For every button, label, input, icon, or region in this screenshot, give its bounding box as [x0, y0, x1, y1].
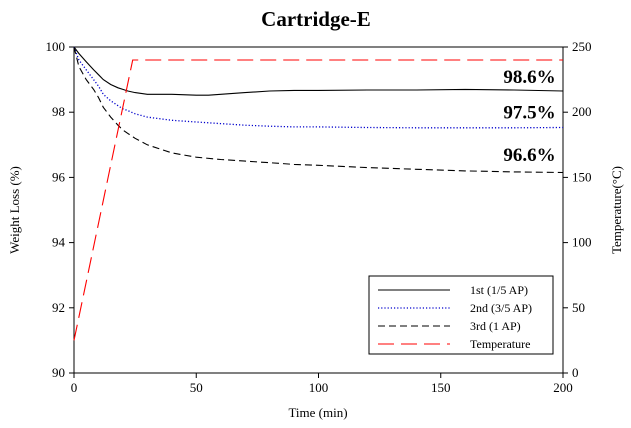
legend-label: Temperature: [470, 337, 530, 351]
x-tick-label: 50: [190, 380, 203, 395]
y2-tick-label: 150: [572, 169, 592, 184]
series-line-3: [73, 46, 564, 174]
legend-label: 1st (1/5 AP): [470, 283, 528, 297]
y2-tick-label: 200: [572, 104, 592, 119]
series-line-2: [73, 46, 564, 129]
y2-tick-label: 250: [572, 39, 592, 54]
series-line-1: [73, 46, 564, 96]
chart-title: Cartridge-E: [261, 7, 371, 31]
x-tick-label: 0: [71, 380, 78, 395]
annotation-label: 96.6%: [503, 145, 555, 166]
y2-tick-label: 100: [572, 235, 592, 250]
series-group: [73, 46, 564, 341]
x-tick-label: 100: [309, 380, 329, 395]
y-tick-label: 98: [52, 104, 65, 119]
x-tick-label: 150: [431, 380, 451, 395]
y2-axis-label: Temperature(°C): [609, 166, 624, 254]
y-axis-label: Weight Loss (%): [7, 166, 22, 254]
y-tick-label: 94: [52, 235, 66, 250]
legend-label: 3rd (1 AP): [470, 319, 521, 333]
annotation-label: 98.6%: [503, 67, 555, 88]
annotation-label: 97.5%: [503, 103, 555, 124]
annotations: 98.6% 97.5% 96.6%: [503, 67, 555, 166]
y-tick-label: 92: [52, 300, 65, 315]
y-tick-label: 90: [52, 365, 65, 380]
series-line-4: [73, 59, 563, 341]
legend: 1st (1/5 AP) 2nd (3/5 AP) 3rd (1 AP) Temper…: [368, 275, 554, 355]
legend-label: 2nd (3/5 AP): [470, 301, 532, 315]
x-axis-label: Time (min): [288, 405, 347, 420]
y-tick-label: 96: [52, 169, 66, 184]
y-tick-label: 100: [46, 39, 66, 54]
x-tick-label: 200: [553, 380, 573, 395]
ticks: 0 50 100 150 200 90 92 94 96 98 100 0 50 100 150 200 250: [46, 39, 592, 395]
legend-box: [368, 275, 554, 355]
y2-tick-label: 50: [572, 300, 585, 315]
y2-tick-label: 0: [572, 365, 579, 380]
